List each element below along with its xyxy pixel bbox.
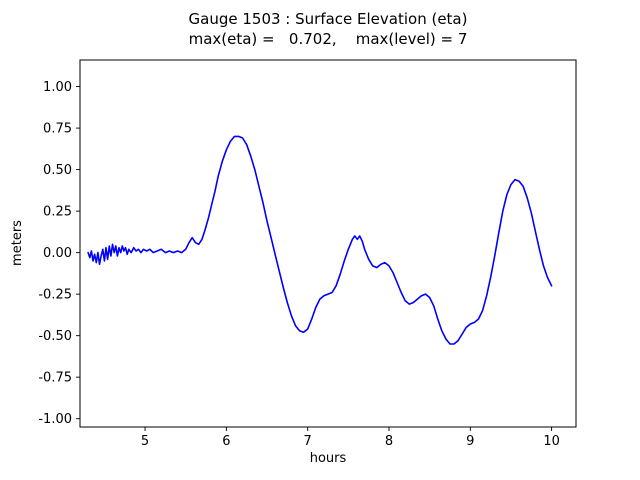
x-tick-label: 5 [141,434,149,449]
y-tick-label: 0.75 [43,122,72,137]
chart-subtitle: max(eta) = 0.702, max(level) = 7 [189,30,468,48]
chart-title: Gauge 1503 : Surface Elevation (eta) [189,10,468,28]
x-tick-label: 6 [222,434,230,449]
y-tick-label: -0.25 [38,288,72,303]
y-tick-label: -1.00 [38,412,72,427]
plot-line [87,135,553,345]
y-tick-label: 0.50 [43,163,72,178]
y-tick-label: 1.00 [43,80,72,95]
x-tick-label: 10 [543,434,560,449]
y-tick-label: 0.00 [43,246,72,261]
y-tick-label: -0.75 [38,371,72,386]
axis-ticks: 5 6 7 8 9 10 -1.00 -0.75 -0.50 -0.25 0.00 0.25 0.50 0… [38,80,560,449]
y-tick-label: -0.50 [38,329,72,344]
x-axis-label: hours [310,451,347,466]
plot-border [79,59,577,428]
y-axis-label: meters [10,220,25,266]
x-tick-label: 9 [466,434,474,449]
x-tick-label: 8 [385,434,393,449]
y-tick-label: 0.25 [43,205,72,220]
x-tick-label: 7 [304,434,312,449]
